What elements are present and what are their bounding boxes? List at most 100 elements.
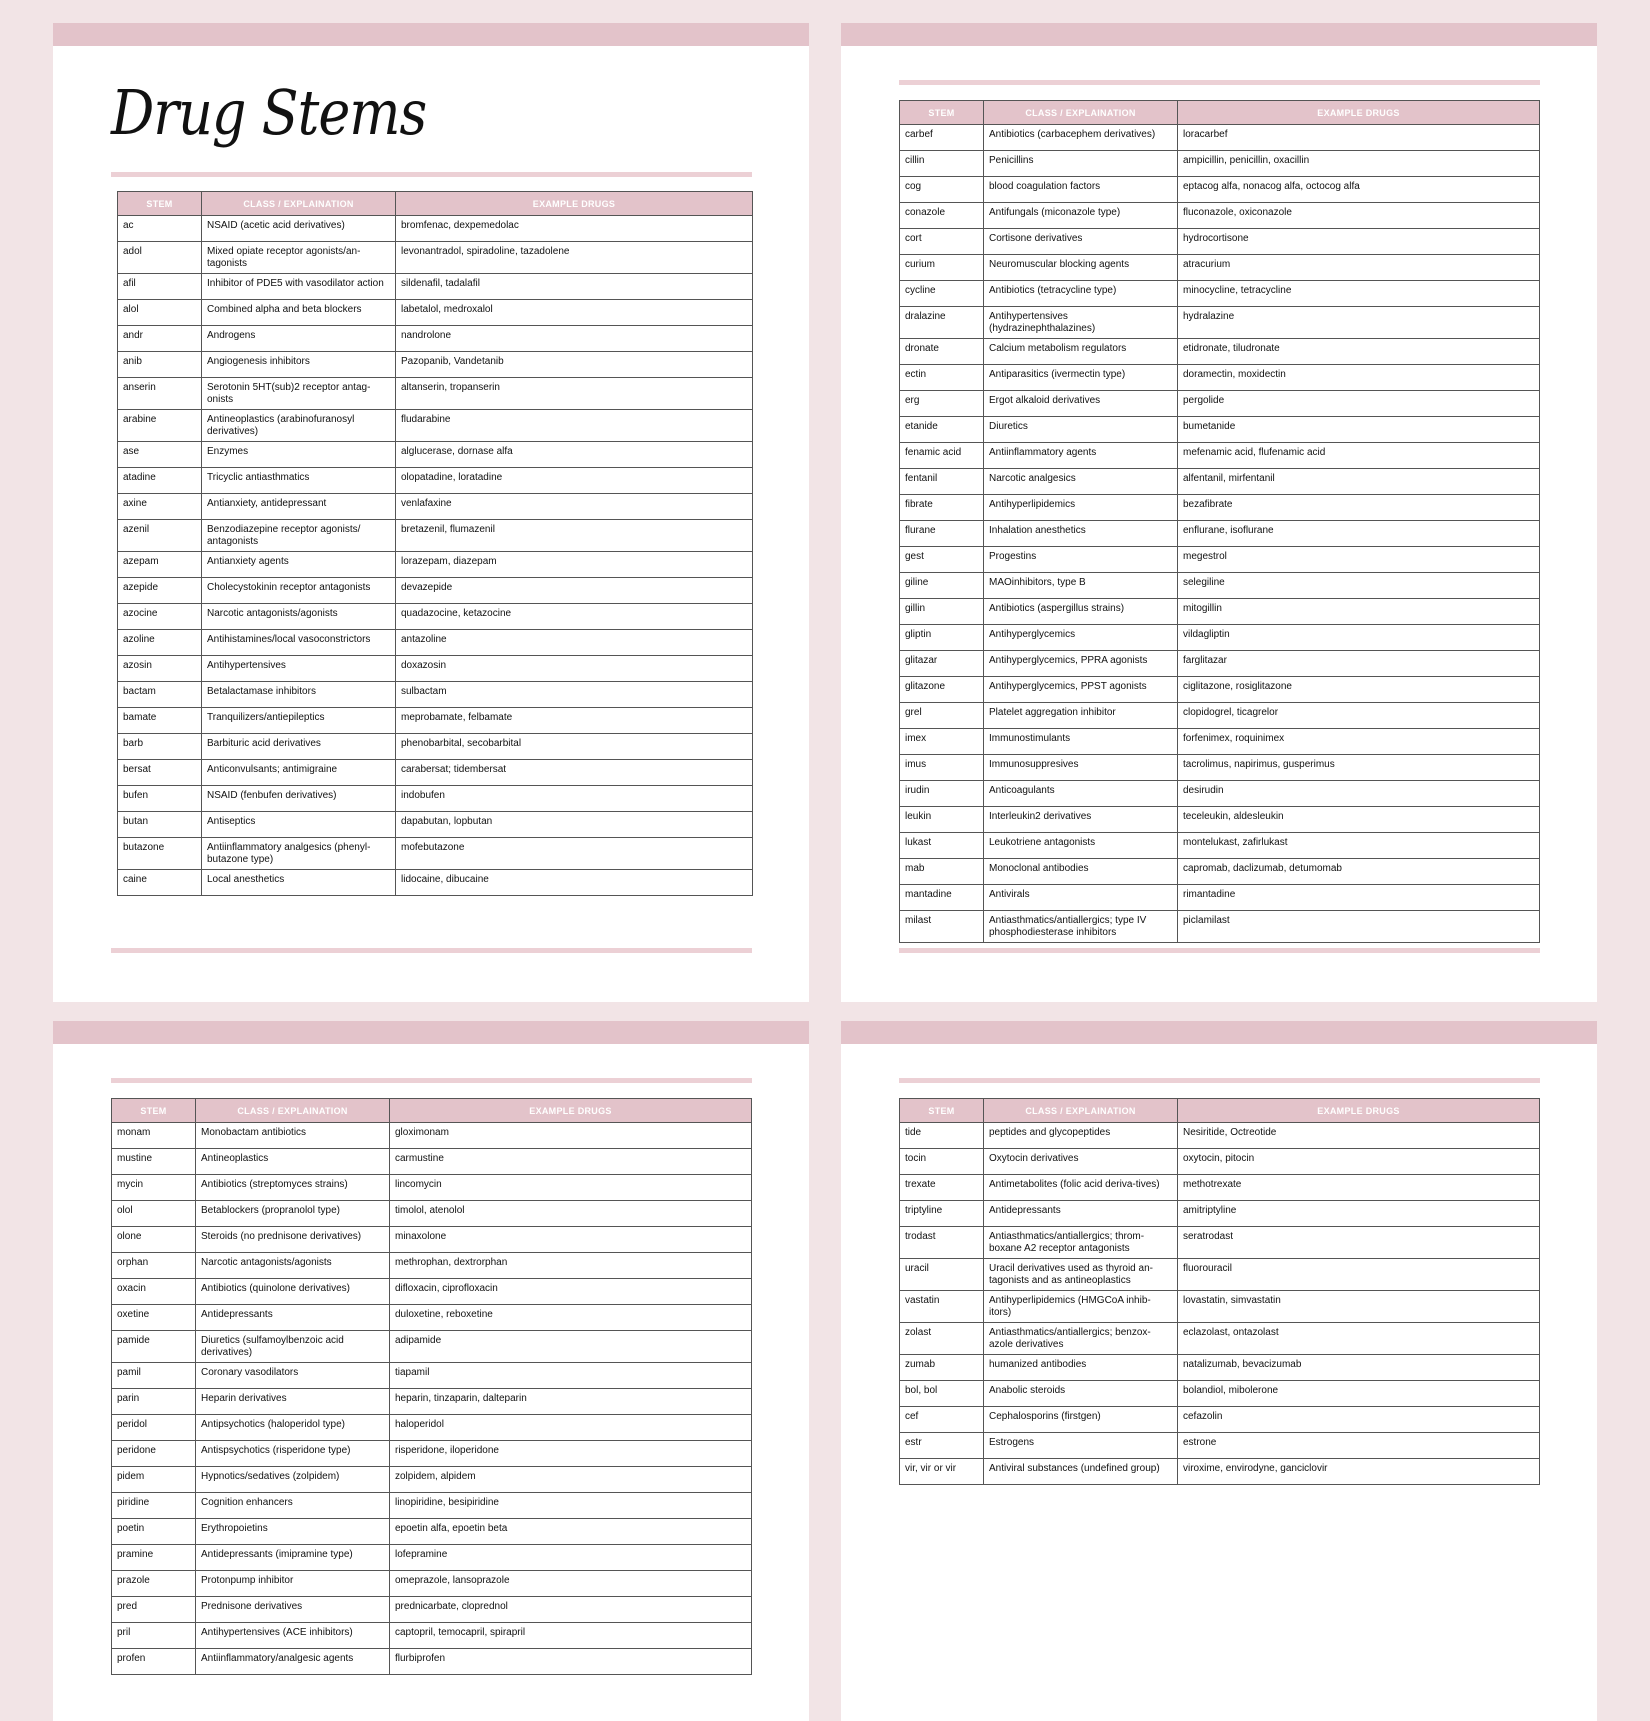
class-cell: humanized antibodies bbox=[983, 1354, 1178, 1381]
table-row: butan Antiseptics dapabutan, lopbutan bbox=[117, 811, 753, 838]
stem-cell: ac bbox=[117, 215, 202, 242]
table-row: alol Combined alpha and beta blockers labe… bbox=[117, 299, 753, 326]
examples-cell: viroxime, envirodyne, ganciclovir bbox=[1177, 1458, 1540, 1485]
stem-cell: pred bbox=[111, 1596, 196, 1623]
class-cell: Angiogenesis inhibitors bbox=[201, 351, 396, 378]
page-3: STEM CLASS / EXPLAINATION EXAMPLE DRUGS mon… bbox=[53, 1021, 809, 1721]
column-header-class: CLASS / EXPLAINATION bbox=[983, 1098, 1178, 1123]
examples-cell: omeprazole, lansoprazole bbox=[389, 1570, 752, 1597]
stem-cell: tide bbox=[899, 1122, 984, 1149]
stem-cell: bamate bbox=[117, 707, 202, 734]
examples-cell: sulbactam bbox=[395, 681, 753, 708]
examples-cell: seratrodast bbox=[1177, 1226, 1540, 1259]
class-cell: Antiasthmatics/antiallergics; benzox-azo… bbox=[983, 1322, 1178, 1355]
class-cell: Estrogens bbox=[983, 1432, 1178, 1459]
examples-cell: flurbiprofen bbox=[389, 1648, 752, 1675]
stem-cell: alol bbox=[117, 299, 202, 326]
class-cell: Antivirals bbox=[983, 884, 1178, 911]
class-cell: Antipsychotics (haloperidol type) bbox=[195, 1414, 390, 1441]
class-cell: MAOinhibitors, type B bbox=[983, 572, 1178, 599]
examples-cell: forfenimex, roquinimex bbox=[1177, 728, 1540, 755]
table-row: cycline Antibiotics (tetracycline type) mi… bbox=[899, 280, 1540, 307]
examples-cell: prednicarbate, cloprednol bbox=[389, 1596, 752, 1623]
examples-cell: duloxetine, reboxetine bbox=[389, 1304, 752, 1331]
class-cell: Betalactamase inhibitors bbox=[201, 681, 396, 708]
class-cell: Antihyperglycemics bbox=[983, 624, 1178, 651]
table-row: olone Steroids (no prednisone derivatives… bbox=[111, 1226, 752, 1253]
table-row: oxetine Antidepressants duloxetine, reboxe… bbox=[111, 1304, 752, 1331]
stem-cell: azenil bbox=[117, 519, 202, 552]
table-row: glitazone Antihyperglycemics, PPST agonis… bbox=[899, 676, 1540, 703]
stem-cell: uracil bbox=[899, 1258, 984, 1291]
examples-cell: lovastatin, simvastatin bbox=[1177, 1290, 1540, 1323]
class-cell: Anabolic steroids bbox=[983, 1380, 1178, 1407]
column-header-examples: EXAMPLE DRUGS bbox=[1177, 100, 1540, 125]
examples-cell: haloperidol bbox=[389, 1414, 752, 1441]
stem-cell: gest bbox=[899, 546, 984, 573]
table-row: peridone Antispsychotics (risperidone typ… bbox=[111, 1440, 752, 1467]
class-cell: Antiseptics bbox=[201, 811, 396, 838]
divider bbox=[899, 948, 1540, 953]
stem-cell: tocin bbox=[899, 1148, 984, 1175]
stem-cell: azepide bbox=[117, 577, 202, 604]
stem-cell: monam bbox=[111, 1122, 196, 1149]
table-row: atadine Tricyclic antiasthmatics olopatadi… bbox=[117, 467, 753, 494]
examples-cell: nandrolone bbox=[395, 325, 753, 352]
stem-cell: butan bbox=[117, 811, 202, 838]
class-cell: Oxytocin derivatives bbox=[983, 1148, 1178, 1175]
class-cell: Antispsychotics (risperidone type) bbox=[195, 1440, 390, 1467]
examples-cell: indobufen bbox=[395, 785, 753, 812]
examples-cell: linopiridine, besipiridine bbox=[389, 1492, 752, 1519]
examples-cell: Nesiritide, Octreotide bbox=[1177, 1122, 1540, 1149]
stem-cell: fentanil bbox=[899, 468, 984, 495]
table-row: azepam Antianxiety agents lorazepam, diaze… bbox=[117, 551, 753, 578]
divider bbox=[899, 1078, 1540, 1083]
stem-cell: zolast bbox=[899, 1322, 984, 1355]
class-cell: Antihyperglycemics, PPST agonists bbox=[983, 676, 1178, 703]
examples-cell: hydrocortisone bbox=[1177, 228, 1540, 255]
class-cell: Tricyclic antiasthmatics bbox=[201, 467, 396, 494]
class-cell: Cortisone derivatives bbox=[983, 228, 1178, 255]
stem-cell: parin bbox=[111, 1388, 196, 1415]
class-cell: Antiinflammatory agents bbox=[983, 442, 1178, 469]
examples-cell: teceleukin, aldesleukin bbox=[1177, 806, 1540, 833]
examples-cell: bolandiol, mibolerone bbox=[1177, 1380, 1540, 1407]
examples-cell: ciglitazone, rosiglitazone bbox=[1177, 676, 1540, 703]
table-row: olol Betablockers (propranolol type) timol… bbox=[111, 1200, 752, 1227]
page-2: STEM CLASS / EXPLAINATION EXAMPLE DRUGS car… bbox=[841, 23, 1597, 1002]
class-cell: Antihyperlipidemics (HMGCoA inhib-itors) bbox=[983, 1290, 1178, 1323]
stem-cell: vastatin bbox=[899, 1290, 984, 1323]
table-row: bol, bol Anabolic steroids bolandiol, mibo… bbox=[899, 1380, 1540, 1407]
page-title: Drug Stems bbox=[111, 76, 427, 149]
examples-cell: amitriptyline bbox=[1177, 1200, 1540, 1227]
table-row: orphan Narcotic antagonists/agonists methr… bbox=[111, 1252, 752, 1279]
examples-cell: farglitazar bbox=[1177, 650, 1540, 677]
examples-cell: heparin, tinzaparin, dalteparin bbox=[389, 1388, 752, 1415]
stem-cell: oxetine bbox=[111, 1304, 196, 1331]
table-row: azepide Cholecystokinin receptor antagoni… bbox=[117, 577, 753, 604]
stem-cell: glitazone bbox=[899, 676, 984, 703]
table-row: trexate Antimetabolites (folic acid deriv… bbox=[899, 1174, 1540, 1201]
column-header-examples: EXAMPLE DRUGS bbox=[395, 191, 753, 216]
table-row: azoline Antihistamines/local vasoconstric… bbox=[117, 629, 753, 656]
stem-cell: bufen bbox=[117, 785, 202, 812]
class-cell: Inhalation anesthetics bbox=[983, 520, 1178, 547]
stem-cell: ectin bbox=[899, 364, 984, 391]
table-row: ac NSAID (acetic acid derivatives) bromfen… bbox=[117, 215, 753, 242]
examples-cell: fludarabine bbox=[395, 409, 753, 442]
examples-cell: methotrexate bbox=[1177, 1174, 1540, 1201]
stem-cell: cillin bbox=[899, 150, 984, 177]
examples-cell: levonantradol, spiradoline, tazadolene bbox=[395, 241, 753, 274]
table-row: erg Ergot alkaloid derivatives pergolide bbox=[899, 390, 1540, 417]
table-row: gest Progestins megestrol bbox=[899, 546, 1540, 573]
class-cell: Immunostimulants bbox=[983, 728, 1178, 755]
table-row: pramine Antidepressants (imipramine type)… bbox=[111, 1544, 752, 1571]
table-row: vastatin Antihyperlipidemics (HMGCoA inhi… bbox=[899, 1290, 1540, 1323]
table-row: mab Monoclonal antibodies capromab, dacliz… bbox=[899, 858, 1540, 885]
examples-cell: antazoline bbox=[395, 629, 753, 656]
stem-cell: lukast bbox=[899, 832, 984, 859]
table-row: milast Antiasthmatics/antiallergics; type… bbox=[899, 910, 1540, 943]
class-cell: Anticoagulants bbox=[983, 780, 1178, 807]
stem-cell: trodast bbox=[899, 1226, 984, 1259]
examples-cell: devazepide bbox=[395, 577, 753, 604]
